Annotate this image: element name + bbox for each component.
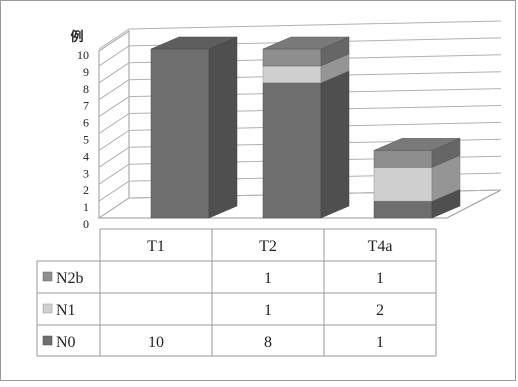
- y-tick-label: 4: [83, 149, 89, 163]
- y-tick-label: 7: [83, 99, 89, 113]
- legend-label: N1: [56, 302, 76, 319]
- bar-top-T4a-N2b: [373, 138, 461, 151]
- y-axis: 例 0 1 2 3 4 5 6 7 8 9 10: [70, 29, 89, 231]
- category-label: T2: [259, 238, 277, 255]
- y-axis-unit-label: 例: [70, 29, 83, 44]
- category-label: T1: [147, 238, 165, 255]
- gridline: [98, 121, 502, 151]
- bar-segment-T4a-N0: [373, 200, 433, 219]
- bar-stack-T4a: [373, 138, 461, 219]
- y-tick-label: 9: [83, 65, 89, 79]
- bar-segment-T2-N1: [262, 65, 322, 84]
- legend-label: N0: [56, 334, 76, 351]
- table-cell-value: 8: [264, 334, 272, 351]
- y-tick-label: 6: [83, 116, 89, 130]
- bar-top-T2-N2b: [262, 36, 350, 50]
- gridline: [98, 54, 502, 84]
- y-tick-label: 5: [83, 133, 89, 147]
- y-tick-label: 0: [83, 217, 89, 231]
- bar-side-T2-N0: [320, 70, 350, 219]
- y-tick-label: 8: [83, 82, 89, 96]
- table-cell-value: 10: [148, 334, 164, 351]
- gridline: [98, 20, 502, 50]
- legend-swatch-N1: [42, 303, 53, 314]
- gridline: [98, 37, 502, 67]
- table-cell-value: 1: [264, 302, 272, 319]
- table-cell-value: 1: [376, 270, 384, 287]
- bar-segment-T4a-N2b: [373, 150, 433, 168]
- y-tick-label: 3: [83, 166, 89, 180]
- category-label: T4a: [368, 238, 393, 255]
- table-cell-value: 1: [264, 270, 272, 287]
- y-tick-label: 1: [83, 200, 89, 214]
- bar-segment-T2-N0: [262, 82, 322, 219]
- gridline: [98, 105, 502, 134]
- gridline: [98, 88, 502, 118]
- gridline: [98, 138, 502, 168]
- bar-stack-T2: [262, 36, 350, 219]
- table-cell-value: 2: [376, 302, 384, 319]
- data-table: T1 T2 T4a N2b 1 1 N1 1 2 N0 10 8 1: [36, 228, 437, 357]
- bar-segment-T2-N2b: [262, 48, 322, 67]
- y-tick-label: 10: [77, 48, 89, 62]
- bars: [150, 36, 461, 219]
- gridlines: [98, 20, 502, 219]
- bar-segment-T4a-N1: [373, 167, 433, 202]
- y-tick-label: 2: [83, 183, 89, 197]
- legend-label: N2b: [56, 270, 84, 287]
- legend-swatch-N2b: [42, 271, 53, 282]
- table-cell-value: 1: [376, 334, 384, 351]
- bar-top-T1-N0: [150, 36, 238, 50]
- bar-stack-T1: [150, 36, 238, 219]
- side-wall: [98, 30, 130, 219]
- legend-swatch-N0: [42, 335, 53, 346]
- bar-side-T1-N0: [208, 36, 238, 219]
- gridline: [98, 71, 502, 101]
- bar-segment-T1-N0: [150, 48, 210, 219]
